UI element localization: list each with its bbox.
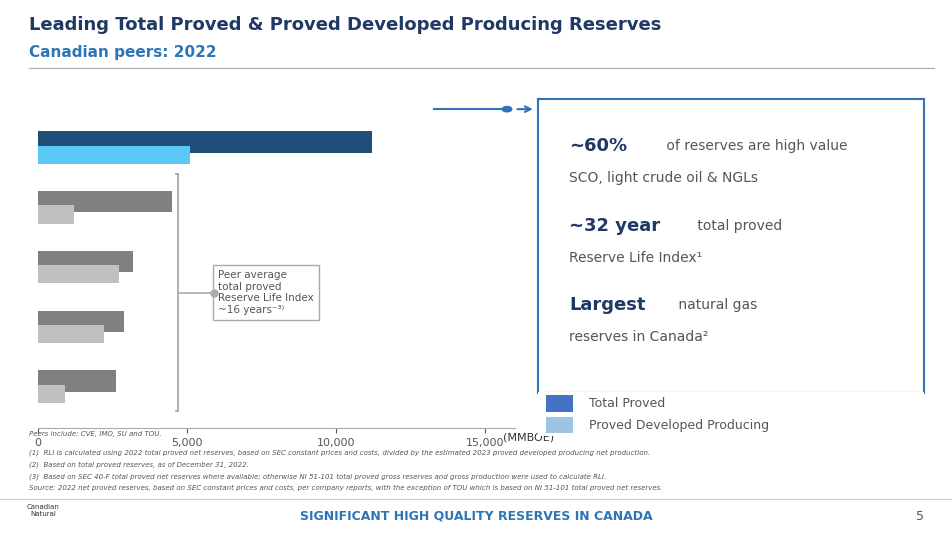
Text: ~60%: ~60%	[568, 137, 626, 155]
Text: Canadian
Natural: Canadian Natural	[27, 505, 59, 517]
Text: Canadian peers: 2022: Canadian peers: 2022	[29, 45, 216, 60]
Text: Largest: Largest	[568, 296, 645, 314]
Text: Peers include: CVE, IMO, SU and TOU.: Peers include: CVE, IMO, SU and TOU.	[29, 431, 161, 437]
Bar	[38, 146, 189, 164]
Bar	[38, 265, 118, 283]
Bar	[38, 205, 74, 224]
Text: total proved: total proved	[692, 218, 782, 233]
Text: Leading Total Proved & Proved Developed Producing Reserves: Leading Total Proved & Proved Developed …	[29, 16, 661, 34]
Text: Total Proved: Total Proved	[588, 397, 664, 410]
Text: Peer average
total proved
Reserve Life Index
~16 years⁻³⁾: Peer average total proved Reserve Life I…	[218, 270, 314, 315]
Text: (1)  RLI is calculated using 2022 total proved net reserves, based on SEC consta: (1) RLI is calculated using 2022 total p…	[29, 449, 649, 456]
Text: natural gas: natural gas	[673, 298, 756, 312]
Text: of reserves are high value: of reserves are high value	[662, 139, 846, 153]
Bar	[38, 311, 125, 332]
Text: (3)  Based on SEC 40-F total proved net reserves where available; otherwise NI 5: (3) Based on SEC 40-F total proved net r…	[29, 473, 605, 479]
Text: Reserve Life Index¹: Reserve Life Index¹	[568, 251, 702, 265]
Bar	[38, 251, 133, 272]
Bar	[38, 325, 104, 343]
Text: (MMBOE): (MMBOE)	[503, 433, 553, 443]
Text: (2)  Based on total proved reserves, as of December 31, 2022.: (2) Based on total proved reserves, as o…	[29, 461, 248, 468]
Bar	[38, 132, 371, 152]
Bar	[38, 370, 115, 392]
Text: SIGNIFICANT HIGH QUALITY RESERVES IN CANADA: SIGNIFICANT HIGH QUALITY RESERVES IN CAN…	[300, 510, 652, 523]
Bar	[545, 395, 572, 412]
Text: Proved Developed Producing: Proved Developed Producing	[588, 418, 768, 432]
Bar	[38, 191, 172, 212]
Text: ~32 year: ~32 year	[568, 217, 660, 234]
Bar	[38, 385, 65, 403]
Text: SCO, light crude oil & NGLs: SCO, light crude oil & NGLs	[568, 171, 758, 186]
Text: Source: 2022 net proved reserves, based on SEC constant prices and costs, per co: Source: 2022 net proved reserves, based …	[29, 485, 662, 491]
Text: reserves in Canada²: reserves in Canada²	[568, 330, 708, 345]
Text: 5: 5	[916, 510, 923, 523]
Bar	[545, 417, 572, 433]
